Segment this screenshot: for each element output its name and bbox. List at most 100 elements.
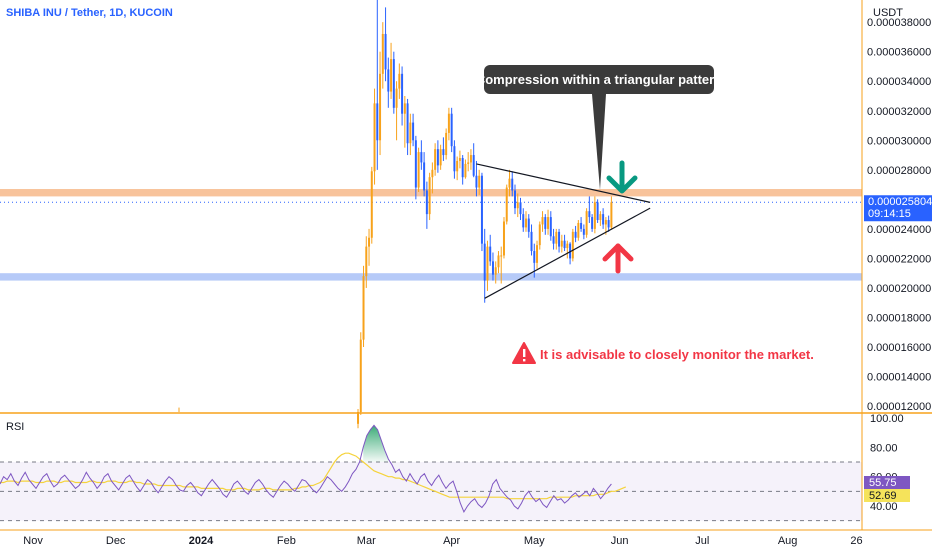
candle-body [445,132,448,156]
triangle-lower-line [484,207,651,299]
currency-label: USDT [873,7,903,19]
time-tick-label: Dec [106,535,126,547]
candle-body [461,158,464,178]
candle-body [392,59,395,108]
candle-body [541,217,544,225]
candle-body [522,214,525,228]
resistance-zone [0,189,862,197]
candle-body [505,187,508,222]
rsi-tick-label: 80.00 [870,442,898,454]
candle-body [588,211,591,218]
candle-body [525,218,528,228]
price-axis[interactable]: 0.000038000 0.000036000 0.000034000 0.00003… [867,17,931,413]
price-tick-label: 0.000016000 [867,342,931,354]
time-tick-label: Apr [443,535,460,547]
candle-body [516,202,519,209]
candle-body [582,228,585,235]
candle-body [547,217,550,229]
time-tick-label: 26 [850,535,862,547]
time-axis[interactable]: Nov Dec 2024 Feb Mar Apr May Jun Jul Aug 26 [23,535,862,547]
time-tick-label: May [524,535,545,547]
time-tick-label: Feb [277,535,296,547]
time-tick-label: Mar [357,535,376,547]
price-tick-label: 0.000012000 [867,401,931,413]
candle-body [456,160,459,172]
candle-body [599,214,602,221]
rsi-pane[interactable] [0,416,862,526]
candle-body [519,202,522,215]
rsi-title: RSI [6,421,24,433]
time-tick-label: Jul [695,535,709,547]
candle-body [604,220,607,225]
candle-body [494,267,497,275]
candle-body [381,33,384,74]
triangle-upper-line [476,163,651,203]
candle-body [544,217,547,229]
candle-body [417,152,420,188]
candle-body [563,240,566,249]
price-tick-label: 0.000028000 [867,165,931,177]
rsi-ma-value: 52.69 [869,490,897,502]
candle-body [428,177,431,215]
candle-body [596,202,599,221]
candle-body [486,246,489,281]
warning-text: It is advisable to closely monitor the m… [540,347,814,362]
candles-group [178,0,613,429]
candle-body [585,211,588,235]
price-tick-label: 0.000014000 [867,372,931,384]
rsi-line [0,424,612,514]
candle-body [357,412,360,424]
rsi-band [0,462,862,521]
candle-body [511,178,514,191]
candle-body [566,243,569,249]
price-tick-label: 0.000020000 [867,283,931,295]
rsi-tick-label: 100.00 [870,413,904,425]
candle-body [436,149,439,166]
candle-body [536,245,539,263]
candle-body [447,113,450,133]
candle-body [370,171,373,238]
candle-body [376,103,379,141]
candle-body [502,221,505,256]
rsi-value-tag: 55.75 [864,476,910,489]
candle-body [489,246,492,262]
candle-body [569,243,572,259]
time-tick-label: 2024 [189,535,214,547]
price-tick-label: 0.000018000 [867,312,931,324]
arrow-up-icon [602,243,634,274]
candle-body [555,231,558,244]
candle-body [439,149,442,166]
candle-body [508,178,511,188]
price-tick-label: 0.000030000 [867,135,931,147]
annotation-bubble: Compression within a triangular pattern [476,65,722,190]
price-tick-label: 0.000036000 [867,47,931,59]
candle-body [379,73,382,141]
candle-body [412,122,415,141]
arrow-down-icon [606,160,638,194]
candle-body [359,339,362,412]
candle-body [610,202,613,228]
candle-body [423,162,426,191]
price-tick-label: 0.000022000 [867,253,931,265]
candle-body [414,140,417,188]
candle-body [453,146,456,172]
price-pane[interactable] [0,0,862,412]
candle-body [571,231,574,259]
candle-body [527,218,530,232]
candle-body [558,231,561,247]
candle-body [574,231,577,238]
candle-body [368,237,371,247]
candle-body [420,152,423,163]
candle-body [409,122,412,144]
candle-body [602,214,605,225]
candle-body [458,158,461,161]
price-tick-label: 0.000038000 [867,17,931,29]
candle-body [431,169,434,178]
last-price-tag: 0.000025804 09:14:15 [864,195,932,222]
time-tick-label: Nov [23,535,43,547]
candle-body [467,162,470,164]
candle-body [387,69,390,92]
candle-body [491,261,494,275]
countdown-value: 09:14:15 [868,208,911,220]
